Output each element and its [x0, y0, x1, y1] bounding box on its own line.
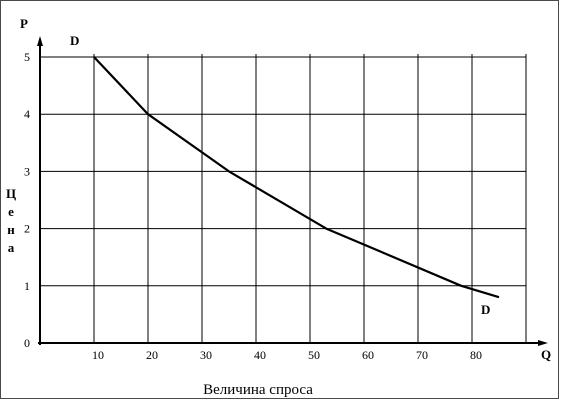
x-axis-arrow-icon: [538, 340, 548, 346]
x-tick-label: 60: [362, 348, 374, 362]
y-axis-letter: P: [20, 16, 28, 31]
y-axis-arrow-icon: [37, 36, 43, 46]
y-tick-label: 1: [24, 279, 30, 293]
demand-curve: [93, 56, 500, 299]
x-tick-label: 20: [146, 348, 158, 362]
y-tick-label: 4: [24, 107, 30, 121]
y-axis-label-letter: Ц: [6, 186, 16, 201]
y-tick-label: 2: [24, 222, 30, 236]
x-axis-letter: Q: [541, 347, 551, 362]
y-tick-label: 3: [24, 164, 30, 178]
x-tick-label: 30: [200, 348, 212, 362]
curve-label-start: D: [70, 33, 79, 48]
x-tick-label: 40: [254, 348, 266, 362]
x-tick-label: 50: [308, 348, 320, 362]
y-tick-label: 5: [24, 50, 30, 64]
y-tick-label: 0: [24, 336, 30, 350]
x-axis-label: Величина спроса: [203, 382, 313, 398]
axes: [37, 36, 548, 346]
x-tick-label: 80: [470, 348, 482, 362]
y-axis-label-letter: е: [8, 204, 14, 219]
curve-label-end: D: [481, 302, 490, 317]
x-tick-labels: 10 20 30 40 50 60 70 80: [92, 348, 482, 362]
grid: [39, 54, 527, 343]
y-axis-label-letter: а: [8, 240, 15, 255]
y-axis-label-letter: н: [7, 222, 15, 237]
x-tick-label: 10: [92, 348, 104, 362]
y-tick-labels: 0 1 2 3 4 5: [24, 50, 30, 350]
x-tick-label: 70: [416, 348, 428, 362]
